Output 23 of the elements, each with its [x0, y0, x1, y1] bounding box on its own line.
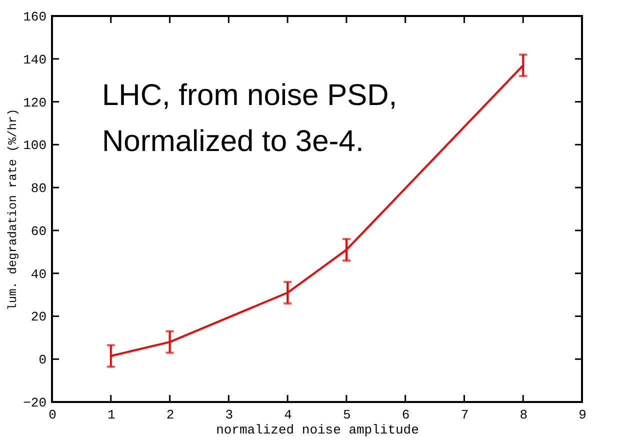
x-tick-label: 6 — [402, 408, 410, 422]
y-tick-label: −20 — [23, 396, 46, 410]
x-tick-label: 4 — [284, 408, 292, 422]
x-tick-label: 5 — [343, 408, 351, 422]
y-tick-label: 40 — [30, 266, 46, 282]
y-tick-label: 160 — [23, 10, 46, 24]
y-tick-label: 100 — [23, 138, 46, 154]
x-axis-title: normalized noise amplitude — [216, 422, 419, 438]
y-tick-label: 60 — [30, 224, 46, 239]
y-tick-label: 0 — [38, 352, 46, 368]
x-tick-label: 3 — [225, 408, 234, 422]
y-tick-label: 120 — [23, 95, 46, 110]
y-tick-label: 20 — [30, 310, 46, 325]
annotation: LHC, from noise PSD, Normalized to 3e-4. — [102, 79, 398, 158]
x-tick-label: 8 — [520, 408, 528, 422]
x-tick-label: 2 — [166, 408, 174, 422]
y-tick-label: 80 — [30, 181, 46, 196]
x-tick-label: 1 — [107, 408, 116, 422]
y-tick-label: 140 — [23, 52, 46, 68]
x-tick-label: 9 — [578, 408, 586, 422]
y-axis-title: lum. degradation rate (%/hr) — [6, 108, 20, 310]
x-tick-label: 7 — [460, 408, 469, 422]
x-tick-label: 0 — [48, 408, 56, 422]
